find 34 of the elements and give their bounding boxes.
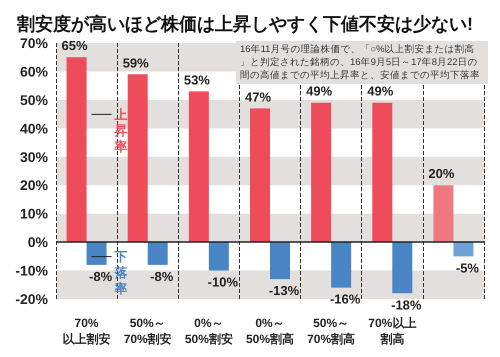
data-label: 49%: [367, 84, 394, 99]
data-label: 53%: [184, 72, 210, 88]
data-label: -16%: [330, 292, 361, 307]
x-tick-label: 0%～ 50%割高: [246, 316, 294, 346]
y-tick-label: -20%: [15, 291, 49, 307]
annotation: 16年11月号の理論株価で、「○%以上割安または割高」と判定された銘柄の、16年9月5日～17年8月22日の間の高値までの平均上昇率と、安値までの平均下落率: [240, 43, 480, 81]
y-tick-label: 60%: [20, 63, 49, 80]
series-label: 上昇率: [114, 106, 128, 154]
y-tick-label: 40%: [20, 120, 49, 136]
data-label: 20%: [428, 166, 455, 182]
y-tick-label: 70%: [20, 35, 49, 51]
x-tick-label: 70%以上割高: [368, 316, 416, 346]
y-tick-label: 10%: [20, 206, 49, 222]
y-tick-label: 50%: [20, 92, 49, 108]
x-tick-label: 0%～ 50%割安: [184, 316, 233, 346]
data-label: 47%: [244, 89, 272, 104]
data-label: 59%: [122, 55, 150, 70]
chart-title: 割安度が高いほど株価は上昇しやすく下値不安は少ない!: [16, 14, 473, 34]
data-label: -18%: [391, 297, 422, 312]
data-label: -8%: [89, 268, 113, 284]
x-tick-label: 70% 以上割安: [62, 316, 111, 346]
data-label: -13%: [268, 283, 300, 298]
x-tick-label: 50%～ 70%割高: [307, 316, 356, 346]
y-tick-label: -10%: [15, 262, 49, 279]
y-tick-label: 30%: [20, 148, 49, 165]
y-tick-label: 20%: [20, 177, 49, 194]
data-label: -8%: [150, 268, 174, 284]
data-label: 65%: [62, 38, 88, 54]
data-label: -5%: [456, 260, 480, 276]
data-label: -10%: [208, 274, 238, 290]
y-tick-label: 0%: [28, 234, 49, 250]
data-label: 49%: [306, 84, 333, 99]
x-tick-label: 50%～ 70%割安: [124, 316, 172, 346]
series-label: 下落率: [114, 249, 129, 296]
